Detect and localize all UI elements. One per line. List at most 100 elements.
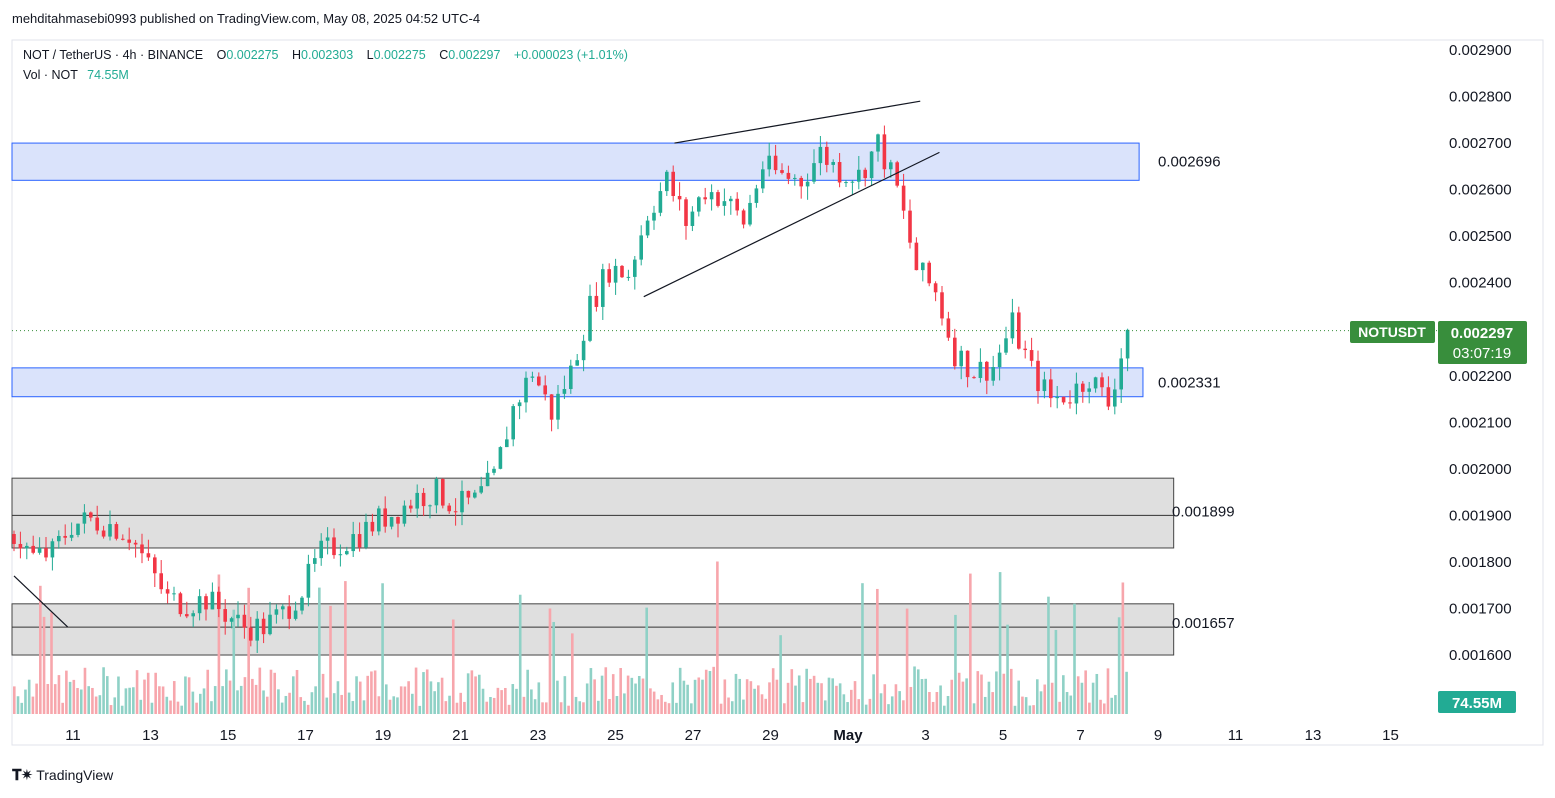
volume-bar-213 (805, 668, 808, 714)
candle-body-2 (25, 545, 29, 549)
candle-body-131 (850, 181, 855, 183)
volume-bar-61 (239, 685, 243, 714)
volume-bar-285 (1073, 603, 1076, 714)
candle-body-11 (82, 512, 87, 524)
volume-bar-18 (79, 689, 83, 714)
footer-brand[interactable]: 𝐓✷ TradingView (12, 766, 113, 784)
candle-body-91 (594, 295, 599, 307)
volume-bar-128 (489, 697, 492, 714)
volume-bar-276 (1039, 691, 1043, 714)
volume-bar-112 (429, 681, 433, 714)
volume-bar-233 (879, 693, 883, 714)
volume-bar-123 (470, 670, 474, 714)
x-tick-label-6: 23 (530, 727, 547, 744)
volume-bar-7 (39, 585, 42, 714)
volume-bar-135 (515, 688, 518, 714)
candle-body-149 (965, 350, 970, 378)
volume-bar-299 (1125, 671, 1128, 714)
ohlc-row: NOT / TetherUS · 4h · BINANCE O0.002275 … (23, 45, 628, 65)
volume-bar-190 (719, 703, 723, 714)
volume-bar-277 (1043, 684, 1047, 714)
trendline-2 (13, 575, 69, 628)
volume-bar-117 (448, 695, 451, 714)
candle-body-157 (1017, 312, 1021, 349)
volume-bar-226 (853, 681, 857, 714)
candle-body-145 (940, 292, 944, 319)
candle-body-92 (601, 269, 605, 307)
volume-bar-14 (65, 670, 68, 714)
volume-bar-280 (1054, 629, 1058, 714)
volume-bar-221 (835, 685, 838, 714)
x-tick-label-2: 15 (220, 727, 237, 744)
candle-body-164 (1061, 396, 1066, 403)
volume-bar-244 (920, 679, 924, 714)
volume-bar-48 (191, 691, 195, 714)
volume-bar-86 (332, 693, 336, 714)
volume-bar-3 (24, 689, 27, 714)
candle-body-61 (402, 505, 407, 524)
candle-body-155 (1004, 338, 1008, 353)
candle-body-124 (805, 181, 810, 187)
candle-body-71 (466, 490, 471, 498)
candle-body-10 (76, 523, 80, 535)
candle-body-15 (108, 524, 112, 537)
candle-body-160 (1036, 360, 1040, 392)
volume-bar-89 (344, 581, 347, 714)
zone-label-0: 0.002696 (1158, 154, 1221, 171)
y-tick-label-2: 0.002700 (1449, 135, 1512, 152)
candle-body-173 (1119, 358, 1123, 390)
volume-bar-103 (396, 697, 399, 714)
candle-body-46 (306, 563, 311, 598)
volume-bar-152 (578, 701, 582, 714)
candle-body-59 (389, 516, 394, 527)
candle-body-135 (876, 134, 880, 152)
low-value: 0.002275 (373, 48, 426, 62)
candle-body-121 (786, 172, 791, 179)
volume-bar-286 (1076, 676, 1080, 714)
symbol-badge-label: NOTUSDT (1358, 324, 1426, 340)
x-tick-label-0: 11 (65, 727, 81, 744)
y-tick-label-5: 0.002400 (1449, 275, 1512, 292)
candle-body-170 (1100, 377, 1104, 388)
volume-bar-166 (630, 677, 634, 714)
symbol-line[interactable]: NOT / TetherUS · 4h · BINANCE (23, 48, 204, 62)
volume-bar-200 (757, 685, 760, 714)
candle-body-106 (690, 211, 695, 226)
volume-bar-76 (295, 669, 299, 714)
volume-bar-206 (779, 635, 782, 714)
volume-bar-0 (13, 686, 16, 714)
x-tick-label-13: 7 (1076, 727, 1084, 744)
volume-bar-289 (1088, 702, 1091, 714)
volume-bar-54 (213, 686, 217, 714)
volume-bar-17 (76, 687, 79, 714)
volume-bar-258 (972, 703, 976, 714)
candle-body-36 (242, 614, 247, 628)
candle-body-123 (799, 177, 803, 187)
y-tick-label-0: 0.002900 (1449, 42, 1512, 59)
candle-body-161 (1042, 379, 1047, 392)
volume-bar-259 (976, 671, 980, 714)
volume-bar-220 (831, 678, 834, 714)
volume-bar-205 (775, 679, 779, 714)
volume-bar-45 (180, 705, 183, 714)
x-tick-label-16: 13 (1305, 727, 1322, 744)
candle-body-90 (588, 295, 592, 341)
volume-bar-55 (217, 574, 221, 714)
volume-bar-108 (414, 667, 418, 714)
volume-bar-37 (150, 702, 154, 714)
candle-body-128 (831, 162, 835, 165)
volume-bar-271 (1021, 696, 1024, 714)
candle-body-1 (18, 543, 23, 549)
candle-body-96 (626, 276, 631, 278)
volume-bar-160 (608, 698, 611, 714)
volume-bar-231 (872, 674, 875, 714)
candle-body-163 (1055, 396, 1059, 399)
volume-bar-35 (143, 679, 146, 714)
candle-body-142 (921, 262, 925, 271)
volume-bar-159 (604, 667, 608, 714)
volume-bar-264 (995, 671, 998, 714)
y-tick-label-3: 0.002600 (1449, 182, 1512, 199)
y-tick-label-13: 0.001600 (1449, 647, 1512, 664)
candle-body-99 (645, 220, 650, 236)
